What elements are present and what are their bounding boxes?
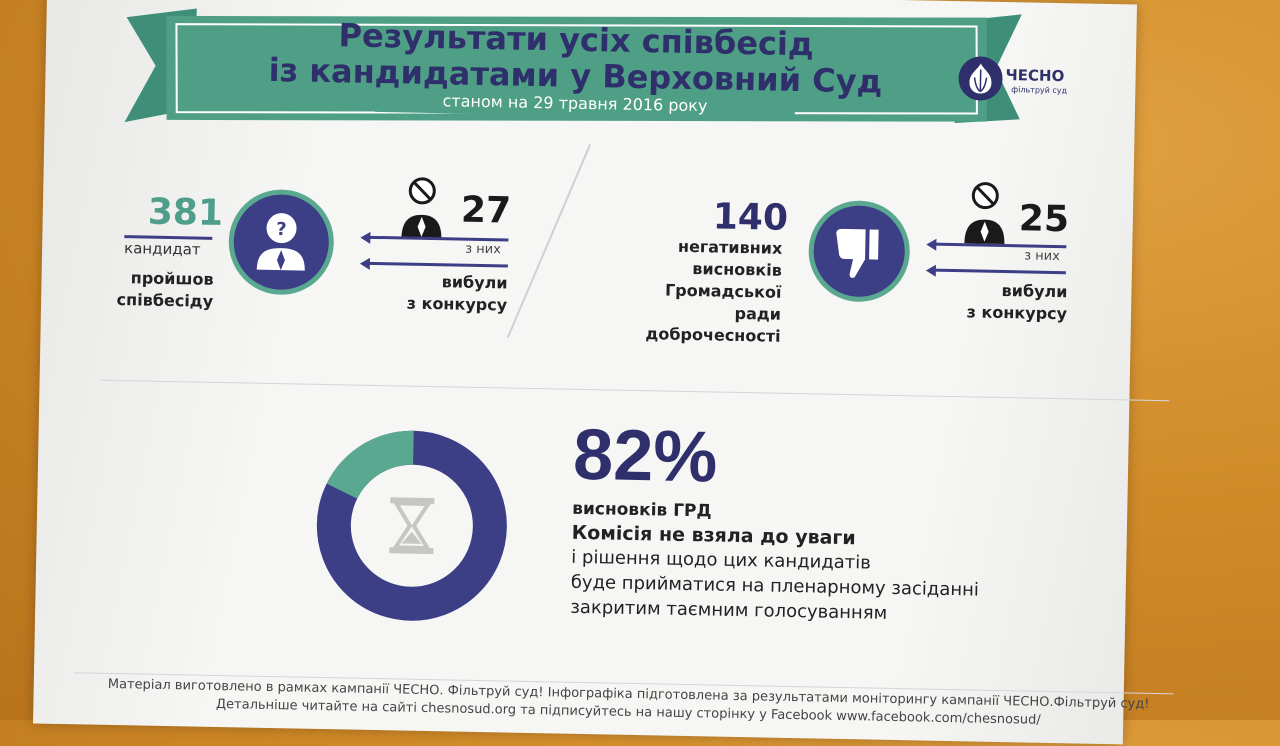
right-out-count: 25 [1018,198,1070,241]
right-out-desc: вибули з конкурсу [966,280,1068,324]
right-out-of: з них [1024,248,1060,265]
total-candidates-number: 381 [147,191,224,235]
left-out-of: з них [465,241,502,258]
total-desc: пройшов співбесіду [116,268,214,311]
left-out-desc: вибули з конкурсу [406,272,508,315]
total-unit: кандидат [123,239,201,259]
horizontal-divider [99,379,1170,402]
infographic-sheet: Результати усіх співбесід із кандидатами… [32,0,1174,745]
left-out-count: 27 [460,189,512,232]
logo-tagline: фільтруй суд [1011,85,1068,96]
svg-text:?: ? [276,219,287,240]
banned-person-icon [401,177,442,240]
thumbs-down-icon [808,200,910,302]
garlic-logo-icon [958,56,1003,101]
negative-conclusions-number: 140 [712,196,789,239]
donut-line-3: і рішення щодо цих кандидатів [571,546,872,574]
donut-line-2: Комісія не взяла до уваги [571,521,856,550]
question-person-icon: ? [228,189,334,295]
negative-conclusions-desc: негативних висновків Громадської ради до… [645,236,783,346]
left-arrow-line-2 [367,261,508,268]
vertical-divider [506,144,592,338]
percent-value: 82% [572,414,719,498]
title-banner [124,8,1022,124]
banned-person-icon-2 [964,182,1005,245]
donut-rest-arc [316,430,507,621]
donut-line-4: буде прийматися на пленарному засіданні [570,571,980,601]
right-arrow-line-2 [933,268,1066,275]
donut-line-1: висновків ГРД [572,498,712,522]
logo-name: ЧЕСНО [1005,66,1065,86]
hourglass-icon [389,497,435,555]
donut-line-5: закритим таємним голосуванням [570,596,888,624]
page-title: Результати усіх співбесід із кандидатами… [268,16,883,101]
percentage-donut-chart [316,430,507,621]
